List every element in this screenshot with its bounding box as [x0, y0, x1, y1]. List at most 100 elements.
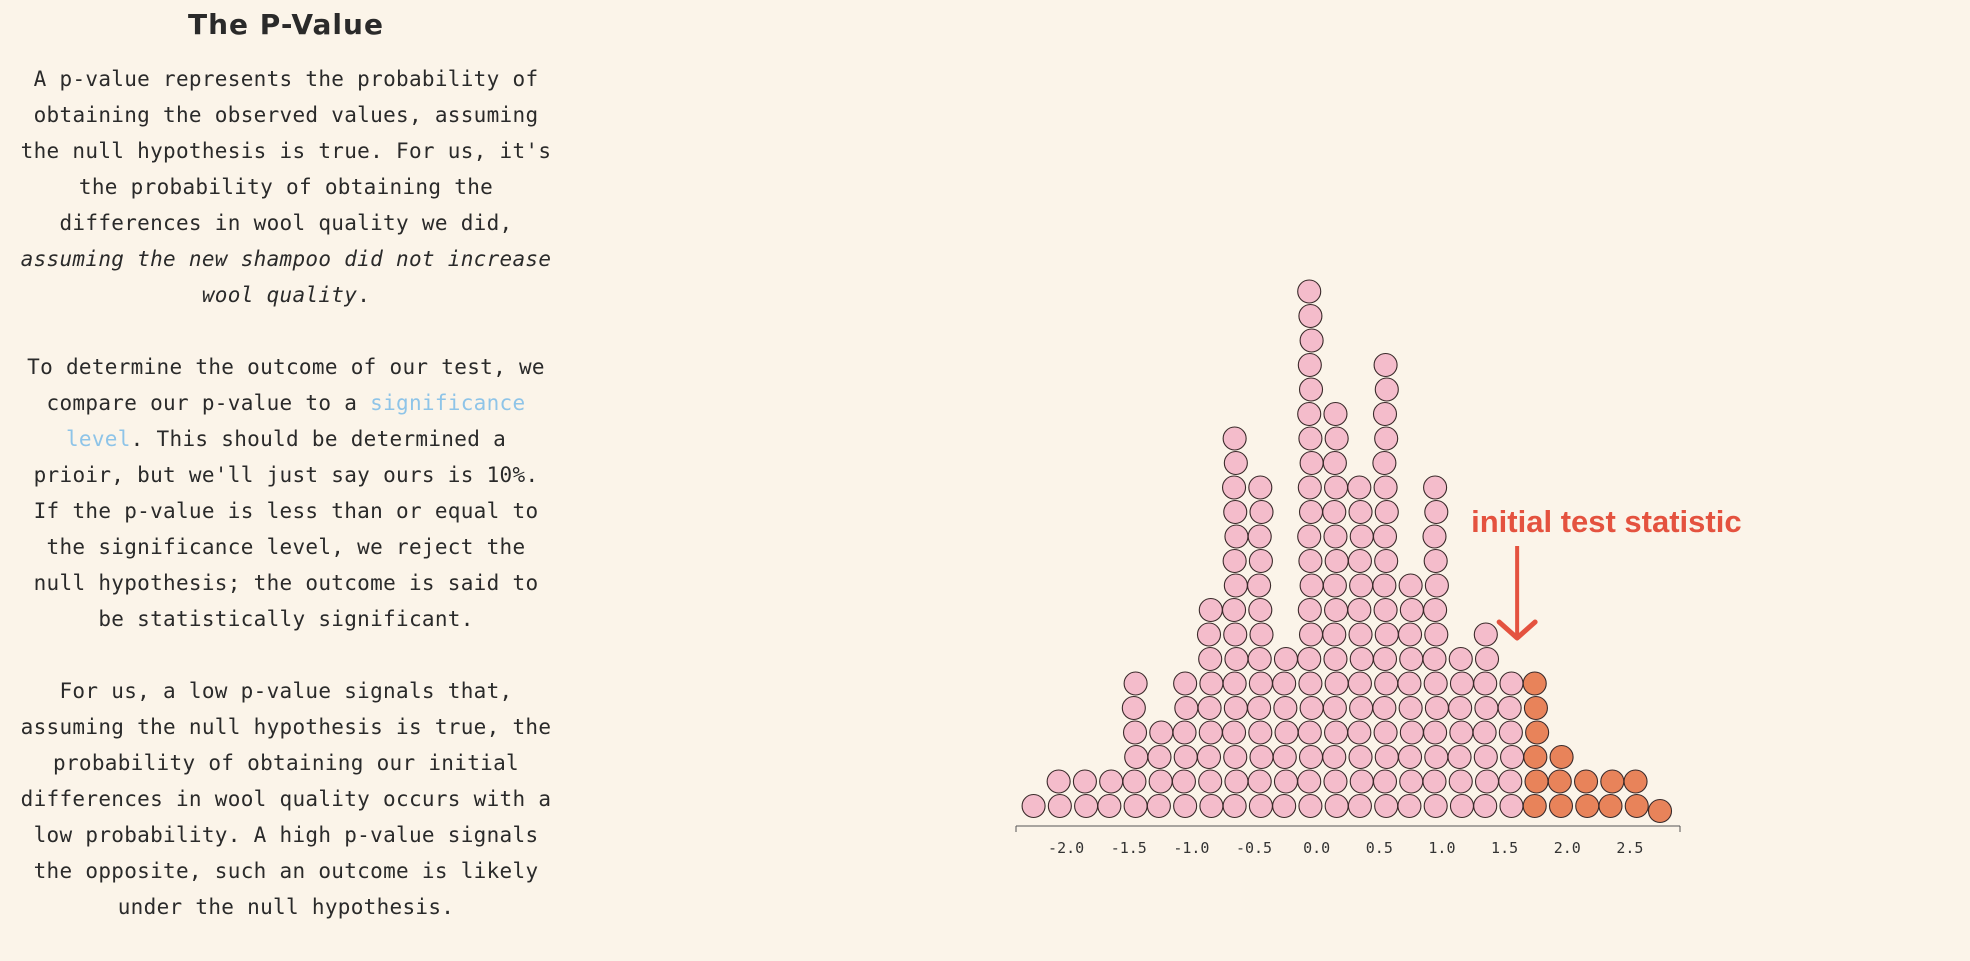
- dot: [1449, 793, 1475, 819]
- dot: [1424, 744, 1449, 770]
- dot: [1248, 475, 1273, 500]
- dot: [1322, 695, 1347, 721]
- dot: [1374, 744, 1399, 770]
- dot: [1347, 720, 1372, 745]
- dot: [1297, 475, 1322, 500]
- dot: [1248, 597, 1273, 623]
- annotation-label: initial test statistic: [1471, 504, 1741, 539]
- dot: [1196, 622, 1222, 647]
- extreme-dot: [1647, 798, 1673, 824]
- dot: [1449, 720, 1474, 745]
- x-tick-label: 1.0: [1428, 839, 1455, 857]
- dot: [1173, 671, 1198, 696]
- dot: [1221, 720, 1247, 745]
- extreme-dot: [1549, 744, 1574, 770]
- dot: [1374, 548, 1399, 574]
- dot: [1373, 720, 1398, 745]
- dot: [1398, 695, 1423, 721]
- significance-level-link[interactable]: significance level: [65, 391, 526, 451]
- dot: [1372, 695, 1397, 721]
- dot: [1323, 769, 1348, 794]
- dot: [1072, 769, 1097, 794]
- dot: [1424, 573, 1449, 598]
- dot: [1223, 573, 1248, 598]
- dot: [1272, 793, 1297, 819]
- dot: [1247, 524, 1272, 549]
- dot: [1497, 695, 1522, 721]
- dot: [1249, 744, 1274, 770]
- paragraph-text: To determine the outcome of our test, we…: [27, 355, 545, 415]
- dot: [1424, 499, 1449, 525]
- dot: [1374, 793, 1399, 819]
- dot: [1097, 793, 1122, 819]
- dot: [1424, 695, 1449, 721]
- dot: [1448, 646, 1473, 672]
- paragraph-text: A p-value represents the probability of …: [20, 67, 552, 235]
- dot: [1399, 646, 1424, 672]
- dot: [1297, 597, 1322, 623]
- paragraph-text: . This should be determined a prioir, bu…: [33, 427, 539, 631]
- dot: [1298, 622, 1324, 647]
- dot: [1199, 793, 1224, 819]
- dot: [1297, 352, 1322, 378]
- dot: [1473, 793, 1498, 819]
- paragraph-end: .: [357, 283, 371, 307]
- dot: [1399, 597, 1424, 623]
- dot: [1324, 720, 1349, 745]
- dot: [1223, 499, 1248, 525]
- x-tick-label: 0.5: [1366, 839, 1393, 857]
- dot: [1323, 401, 1348, 427]
- dot: [1347, 597, 1372, 623]
- dot: [1173, 744, 1198, 770]
- dot: [1322, 744, 1347, 770]
- dot: [1224, 524, 1249, 549]
- dot: [1174, 695, 1199, 721]
- extreme-dot: [1524, 769, 1549, 794]
- extreme-dot: [1522, 793, 1547, 819]
- dot: [1298, 499, 1324, 525]
- dot: [1198, 720, 1223, 745]
- dot: [1448, 695, 1473, 721]
- extreme-dot: [1598, 793, 1623, 819]
- x-tick-label: -2.0: [1048, 839, 1084, 857]
- dot: [1298, 671, 1323, 696]
- extreme-dot: [1523, 744, 1548, 770]
- annotation-arrow-head: [1496, 619, 1538, 641]
- x-tick-label: 2.5: [1616, 839, 1643, 857]
- dot: [1374, 426, 1399, 451]
- dot: [1499, 671, 1524, 696]
- annotation-layer: initial test statistic: [1471, 504, 1742, 641]
- dot: [1297, 279, 1322, 304]
- extreme-dot: [1548, 793, 1574, 819]
- dot: [1423, 793, 1448, 819]
- paragraph-italic: assuming the new shampoo did not increas…: [20, 247, 552, 307]
- dot: [1172, 720, 1197, 745]
- dot: [1500, 744, 1525, 770]
- dot: [1347, 475, 1372, 500]
- extreme-dot: [1624, 793, 1649, 819]
- dot: [1149, 720, 1174, 745]
- dot: [1398, 573, 1423, 598]
- dot: [1474, 646, 1500, 672]
- dot: [1248, 548, 1273, 574]
- dot: [1372, 573, 1397, 598]
- dot: [1373, 475, 1398, 500]
- dot: [1273, 646, 1299, 672]
- dot: [1447, 744, 1472, 770]
- dot: [1224, 769, 1249, 794]
- dot: [1222, 671, 1247, 696]
- dot: [1298, 426, 1323, 451]
- dot: [1247, 769, 1272, 794]
- dot: [1422, 769, 1447, 794]
- page-title: The P-Value: [188, 8, 384, 41]
- dot: [1298, 377, 1324, 402]
- dot: [1196, 744, 1222, 770]
- dot: [1121, 695, 1146, 721]
- dot: [1397, 744, 1423, 770]
- dot: [1249, 499, 1274, 525]
- dot: [1373, 597, 1398, 623]
- extreme-dot: [1573, 769, 1599, 794]
- x-tick-label: 1.5: [1491, 839, 1518, 857]
- dot: [1322, 573, 1347, 598]
- dot: [1046, 769, 1071, 794]
